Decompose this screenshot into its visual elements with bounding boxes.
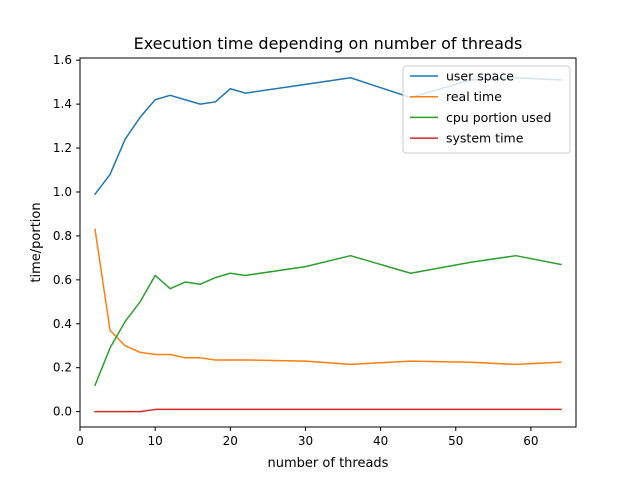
x-tick-label: 20 xyxy=(223,434,238,448)
legend-box xyxy=(402,65,571,154)
series-line-real-time xyxy=(94,228,562,366)
y-axis: 0.0 0.2 0.4 0.6 0.8 1.0 1.2 1.4 1.6 xyxy=(53,53,80,419)
x-tick-label: 40 xyxy=(373,434,388,448)
x-tick-label: 10 xyxy=(148,434,163,448)
x-tick-label: 30 xyxy=(298,434,313,448)
y-tick-label: 1.4 xyxy=(53,97,72,111)
legend-label: user space xyxy=(446,69,514,84)
y-tick-label: 1.2 xyxy=(53,141,72,155)
legend: user space real time cpu portion used syste… xyxy=(402,65,571,154)
y-tick-label: 1.0 xyxy=(53,185,72,199)
y-tick-label: 0.6 xyxy=(53,273,72,287)
x-axis-label: number of threads xyxy=(268,456,389,471)
chart-title: Execution time depending on number of th… xyxy=(134,34,523,53)
y-tick-label: 1.6 xyxy=(53,53,72,67)
x-tick-label: 0 xyxy=(76,434,84,448)
y-tick-label: 0.2 xyxy=(53,361,72,375)
x-tick-label: 60 xyxy=(523,434,538,448)
series-line-system-time xyxy=(94,408,562,413)
plot-frame xyxy=(79,57,577,428)
y-tick-label: 0.4 xyxy=(53,317,72,331)
y-tick-label: 0.0 xyxy=(53,405,72,419)
x-axis: 0 10 20 30 40 50 60 xyxy=(76,427,539,448)
x-tick-label: 50 xyxy=(448,434,463,448)
legend-label: cpu portion used xyxy=(446,110,551,125)
y-tick-label: 0.8 xyxy=(53,229,72,243)
series-line-cpu-portion-used xyxy=(94,254,562,387)
legend-label: real time xyxy=(446,89,502,104)
legend-label: system time xyxy=(446,131,524,146)
y-axis-label: time/portion xyxy=(29,202,44,282)
